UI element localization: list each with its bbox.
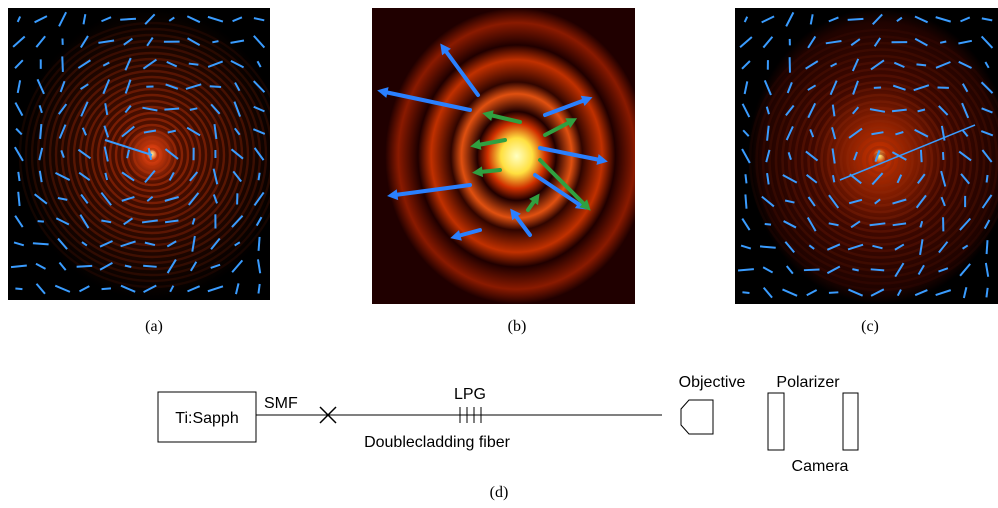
- field-arrow: [921, 150, 922, 162]
- field-arrow: [829, 292, 838, 293]
- field-arrow: [871, 269, 884, 270]
- field-arrow: [38, 221, 44, 222]
- camera-label: Camera: [792, 458, 849, 475]
- field-arrow: [480, 170, 500, 172]
- field-arrow: [143, 266, 156, 267]
- field-arrow: [40, 124, 41, 139]
- lpg-label: LPG: [454, 386, 486, 403]
- field-arrow: [852, 269, 858, 270]
- field-arrow: [77, 266, 93, 267]
- field-arrow: [18, 192, 19, 206]
- field-arrow: [125, 266, 131, 267]
- panel-caption: (c): [861, 318, 879, 335]
- figure: (a) (b) (c) (d) Ti:Sapph SMF LPG Doublec…: [0, 0, 998, 508]
- field-arrow: [15, 288, 22, 289]
- panel-caption: (b): [508, 318, 527, 335]
- field-arrow: [164, 108, 179, 109]
- field-arrow: [742, 292, 749, 293]
- polarizer-label: Polarizer: [776, 374, 840, 391]
- field-arrow: [760, 246, 776, 247]
- fiber-label: Doublecladding fiber: [364, 434, 511, 451]
- objective-shape: [681, 400, 713, 434]
- field-arrow: [940, 41, 946, 42]
- field-arrow: [210, 86, 221, 87]
- field-arrow: [745, 194, 746, 208]
- field-arrow: [102, 288, 111, 289]
- field-arrow: [738, 269, 754, 270]
- field-arrow: [62, 56, 63, 72]
- objective-label: Objective: [679, 374, 746, 391]
- field-arrow: [987, 175, 988, 182]
- panel-caption: (d): [490, 484, 509, 501]
- field-arrow: [259, 173, 260, 180]
- field-arrow: [986, 288, 987, 298]
- field-arrow: [258, 284, 259, 294]
- field-arrow: [833, 175, 834, 182]
- camera-shape: [843, 393, 858, 450]
- laser-label: Ti:Sapph: [175, 410, 238, 427]
- panel-b-image: [372, 8, 635, 304]
- field-arrow: [987, 240, 988, 254]
- field-arrow: [745, 174, 746, 183]
- panel-caption: (a): [145, 318, 163, 335]
- field-arrow: [259, 237, 260, 251]
- smf-label: SMF: [264, 395, 298, 412]
- field-arrow: [848, 19, 864, 20]
- field-arrow: [33, 243, 49, 244]
- field-arrow: [804, 270, 820, 271]
- field-arrow: [212, 41, 218, 42]
- polarizer-shape: [768, 393, 784, 450]
- field-arrow: [765, 224, 771, 225]
- field-arrow: [189, 64, 199, 65]
- field-arrow: [916, 64, 926, 65]
- field-arrow: [120, 19, 136, 20]
- field-arrow: [18, 172, 19, 181]
